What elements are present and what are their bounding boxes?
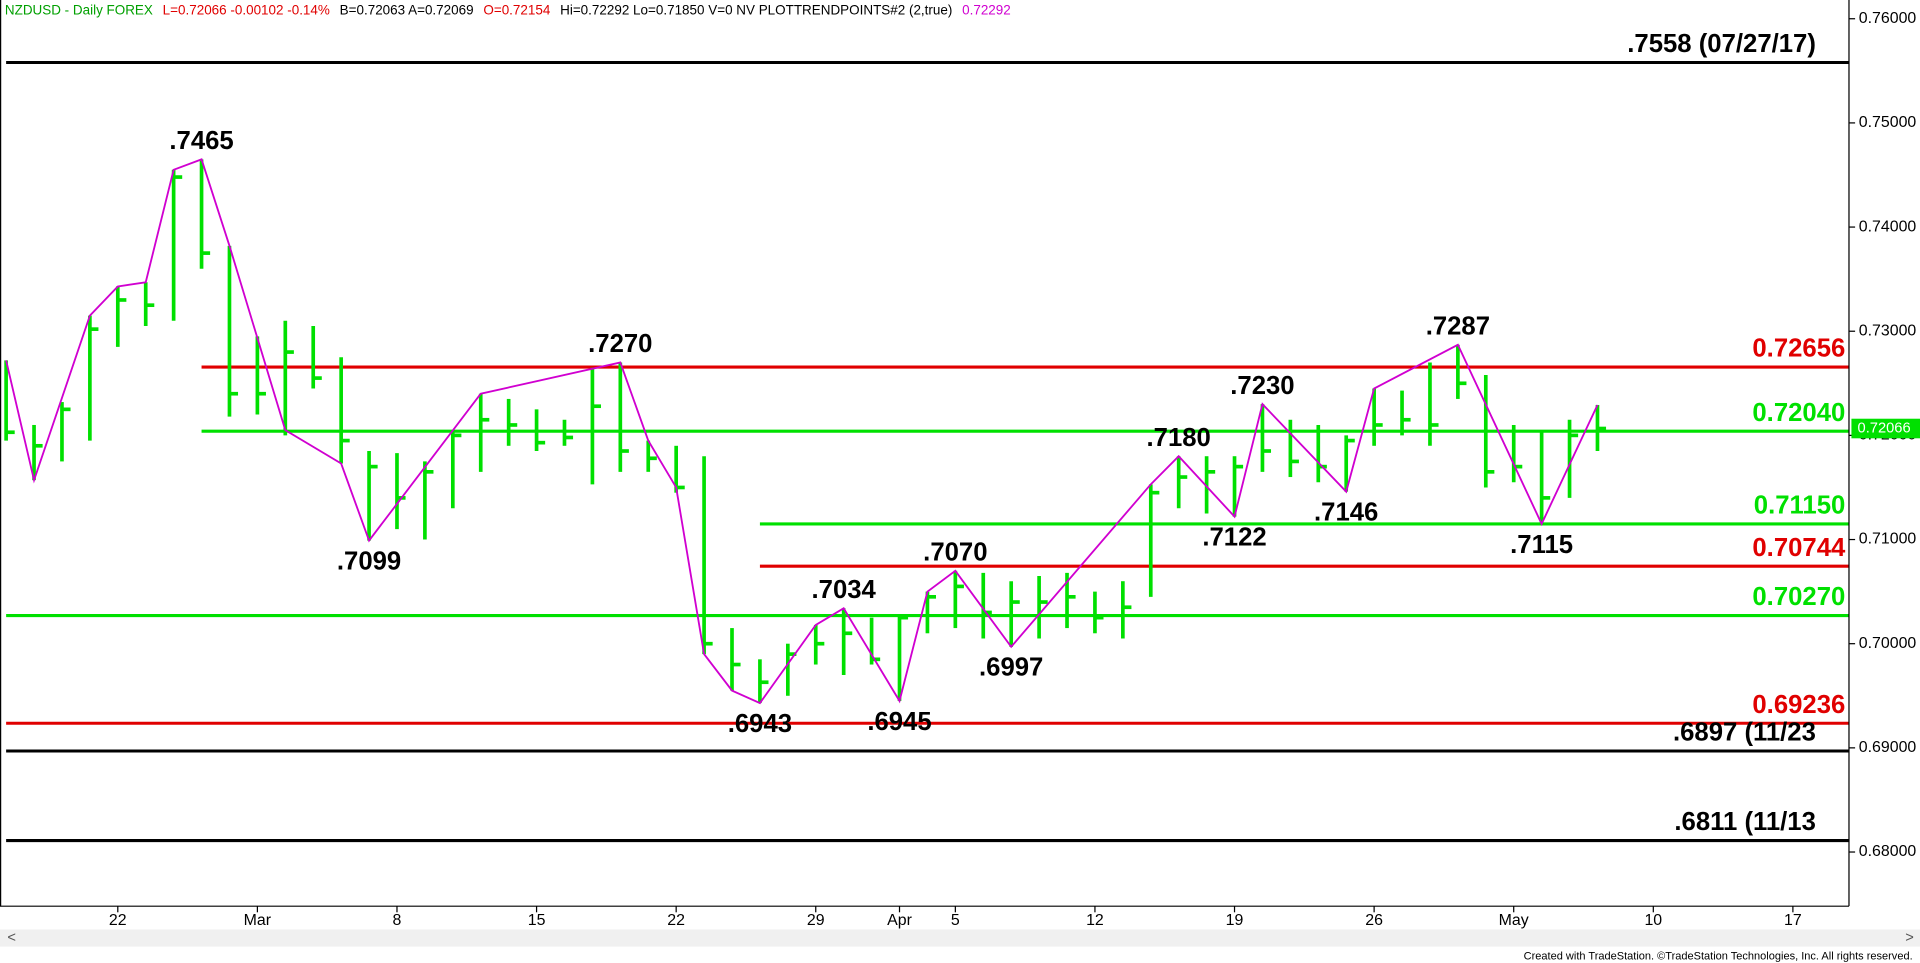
x-tick-label: 22 <box>109 912 127 929</box>
y-tick-label: 0.69000 <box>1859 739 1917 756</box>
level-label: 0.70270 <box>1752 583 1845 611</box>
header-field: Hi=0.72292 Lo=0.71850 V=0 NV PLOTTRENDPO… <box>560 3 952 18</box>
footer: Created with TradeStation. ©TradeStation… <box>1524 950 1913 962</box>
current-price-box <box>1851 418 1920 439</box>
level-label: 0.70744 <box>1752 534 1846 562</box>
pivot-label: .6945 <box>867 708 931 736</box>
trend-zigzag <box>5 158 1599 705</box>
y-tick-label: 0.71000 <box>1859 531 1917 548</box>
level-label: 0.69236 <box>1752 691 1845 719</box>
header-field: L=0.72066 -0.00102 -0.14% <box>163 3 330 18</box>
level-label: 0.71150 <box>1754 492 1845 520</box>
current-price-label: 0.72066 <box>1858 420 1911 436</box>
level-label: 0.72040 <box>1752 399 1845 427</box>
pivot-label: .7115 <box>1510 531 1573 559</box>
y-tick-label: 0.68000 <box>1859 843 1917 860</box>
pivot-label: .7070 <box>923 538 987 566</box>
x-tick-label: Apr <box>887 912 912 929</box>
pivot-label: .7287 <box>1426 312 1490 340</box>
scroll-left[interactable]: < <box>7 930 16 946</box>
pivot-label: .6997 <box>979 654 1043 682</box>
scroll-right[interactable]: > <box>1905 930 1914 946</box>
header-field: 0.72292 <box>962 3 1011 18</box>
level-label: .7558 (07/27/17) <box>1627 30 1816 58</box>
pivot-label: .6943 <box>728 710 792 738</box>
header-field: B=0.72063 A=0.72069 <box>340 3 474 18</box>
x-tick-label: 17 <box>1784 912 1802 929</box>
level-label: .6897 (11/23 <box>1673 719 1816 747</box>
pivot-label: .7099 <box>337 547 401 575</box>
y-tick-label: 0.73000 <box>1859 322 1917 339</box>
x-tick-label: 22 <box>667 912 685 929</box>
pivot-label: .7122 <box>1202 523 1266 551</box>
x-tick-label: 26 <box>1365 912 1383 929</box>
x-tick-label: 29 <box>807 912 825 929</box>
x-tick-label: 12 <box>1086 912 1104 929</box>
x-tick-label: 8 <box>393 912 402 929</box>
level-label: .6811 (11/13 <box>1674 808 1816 836</box>
pivot-label: .7230 <box>1230 372 1294 400</box>
x-tick-label: 10 <box>1644 912 1662 929</box>
pivot-label: .7180 <box>1147 424 1211 452</box>
scrollbar[interactable]: < > <box>0 929 1920 947</box>
pivot-label: .7270 <box>588 330 652 358</box>
x-tick-label: 19 <box>1226 912 1244 929</box>
pivot-label: .7146 <box>1314 498 1378 526</box>
header-field: O=0.72154 <box>483 3 550 18</box>
scroll-track[interactable] <box>0 929 1920 947</box>
plot-area: .7558 (07/27/17) 0.72656 0.72040 0.71150 0.7… <box>4 30 1849 843</box>
level-label: 0.72656 <box>1752 335 1845 363</box>
x-tick-label: 5 <box>951 912 960 929</box>
x-tick-label: May <box>1499 912 1529 929</box>
header-field: NZDUSD - Daily FOREX <box>5 3 153 18</box>
x-tick-label: Mar <box>244 912 272 929</box>
y-tick-label: 0.74000 <box>1859 218 1917 235</box>
pivot-label: .7034 <box>812 576 877 604</box>
y-tick-label: 0.75000 <box>1859 114 1917 131</box>
y-tick-label: 0.76000 <box>1859 10 1917 27</box>
x-tick-label: 15 <box>528 912 546 929</box>
y-tick-label: 0.70000 <box>1859 635 1917 652</box>
pivot-label: .7465 <box>169 127 233 155</box>
